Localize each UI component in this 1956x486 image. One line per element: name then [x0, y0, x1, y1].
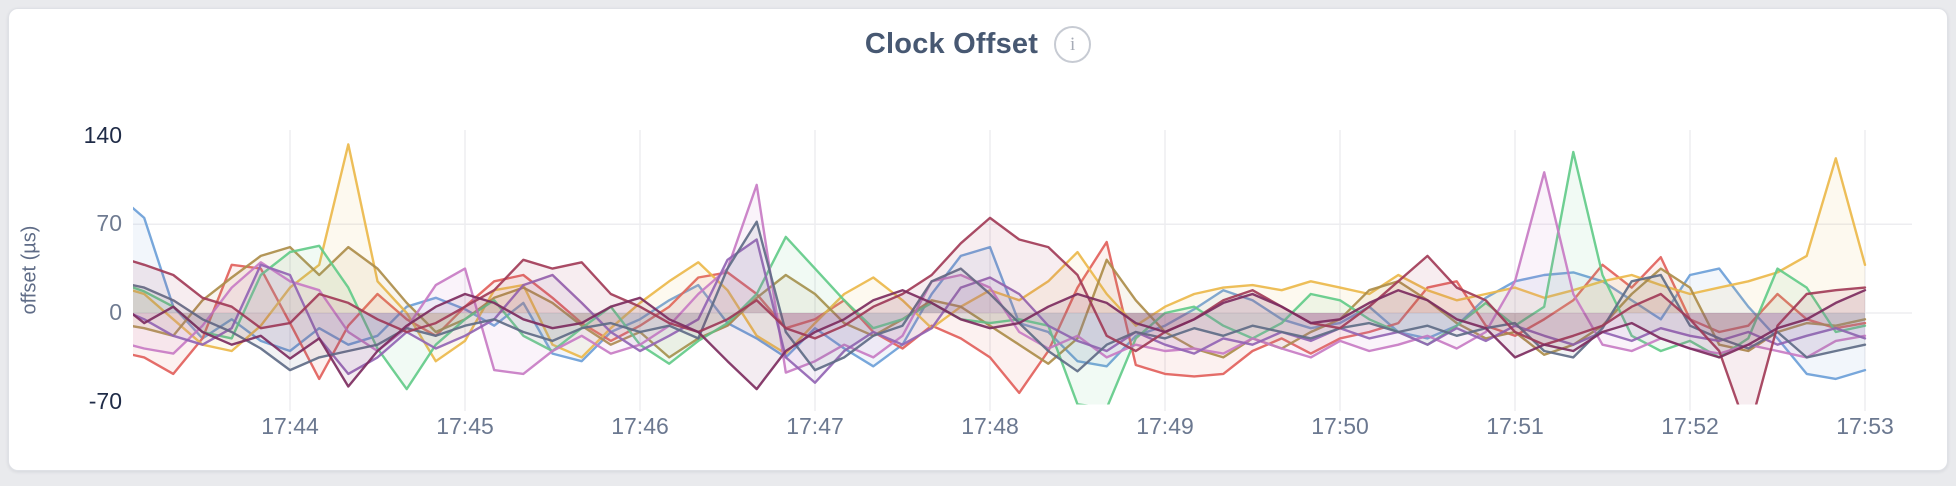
x-tick-label-17:49: 17:49	[1136, 413, 1194, 439]
y-tick-label-70: 70	[96, 210, 122, 237]
chart-title: Clock Offset	[864, 28, 1039, 60]
x-tick-label-17:46: 17:46	[611, 413, 669, 439]
chart-header: Clock Offset i	[0, 26, 1956, 63]
plot-area[interactable]	[133, 128, 1912, 405]
x-tick-label-17:45: 17:45	[436, 413, 494, 439]
y-tick-label-140: 140	[83, 121, 122, 148]
x-tick-label-17:51: 17:51	[1486, 413, 1544, 439]
x-tick-label-17:48: 17:48	[961, 413, 1019, 439]
x-tick-label-17:52: 17:52	[1661, 413, 1719, 439]
x-tick-label-17:50: 17:50	[1311, 413, 1369, 439]
info-icon[interactable]: i	[1054, 26, 1092, 63]
y-axis-title: offset (µs)	[18, 225, 41, 315]
y-tick-label-0: 0	[109, 299, 122, 325]
x-tick-label-17:44: 17:44	[261, 413, 319, 439]
x-tick-label-17:53: 17:53	[1836, 413, 1894, 439]
y-tick-label--70: -70	[88, 387, 122, 414]
x-tick-label-17:47: 17:47	[786, 413, 844, 439]
